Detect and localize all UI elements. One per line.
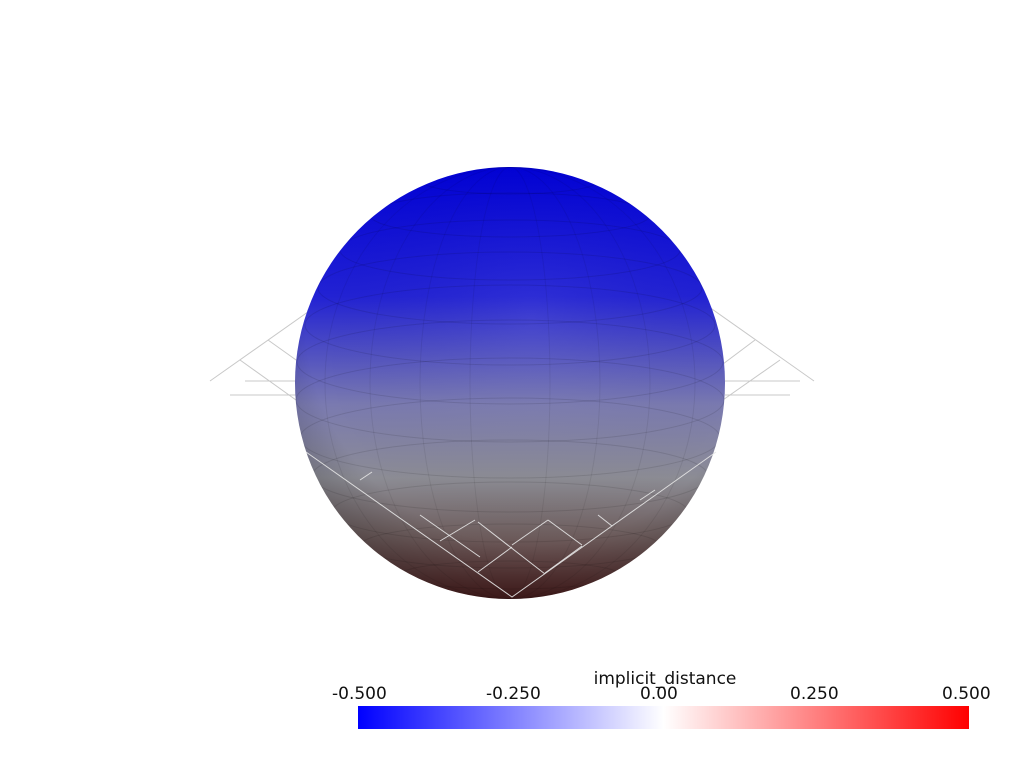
scalar-bar-tick-mid: 0.00 — [640, 684, 678, 704]
scalar-bar-title: implicit_distance — [593, 669, 737, 689]
scalar-bar-tick-q1: -0.250 — [486, 684, 541, 704]
sphere-mesh[interactable] — [295, 166, 725, 599]
scalar-bar-colormap — [358, 706, 969, 729]
scalar-bar-tick-max: 0.500 — [942, 684, 991, 704]
scalar-bar-tick-q3: 0.250 — [790, 684, 839, 704]
scalar-bar-tick-min: -0.500 — [332, 684, 387, 704]
plane-wireframe-front — [305, 451, 717, 598]
